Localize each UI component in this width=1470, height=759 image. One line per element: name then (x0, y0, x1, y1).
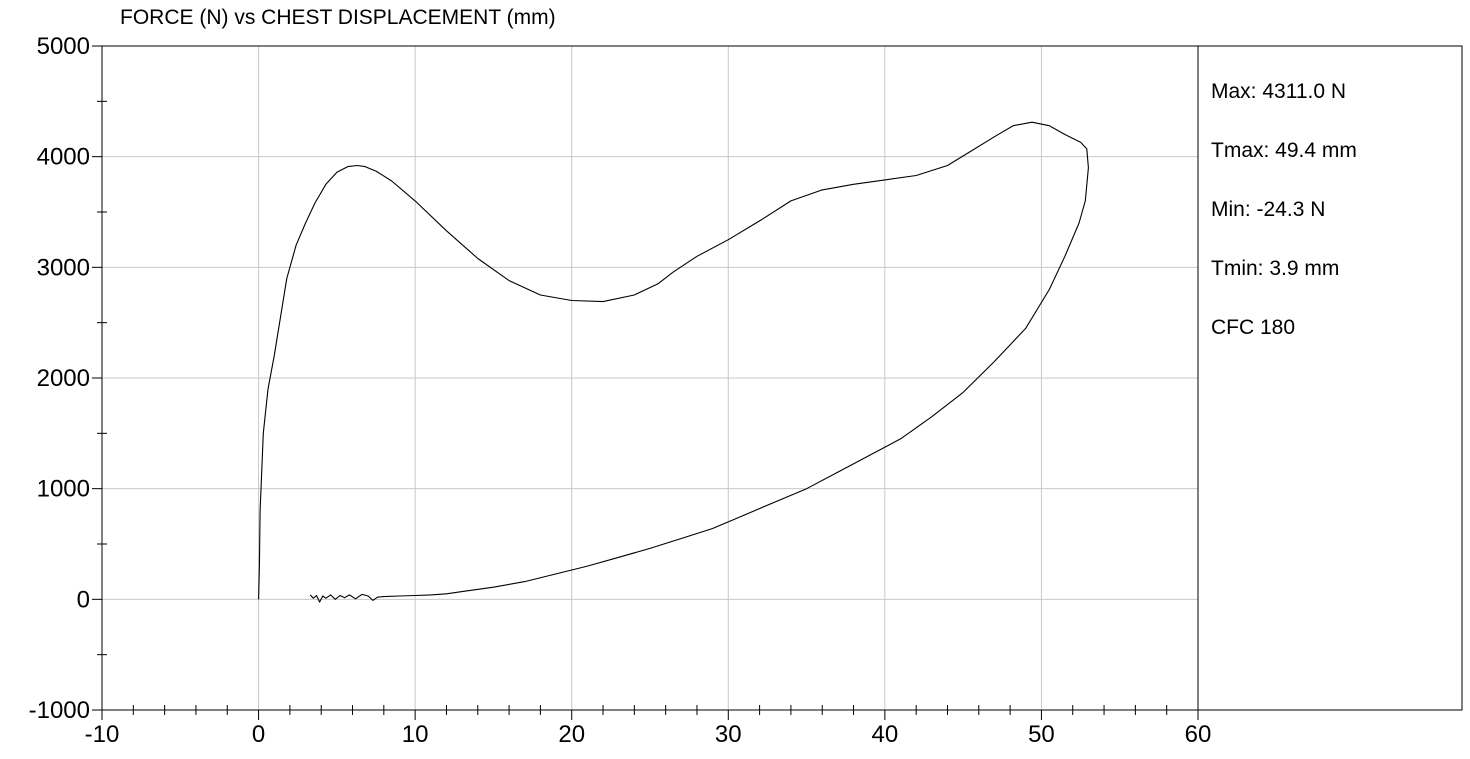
y-tick-label: -1000 (29, 697, 90, 724)
x-tick-label: 50 (1028, 721, 1055, 748)
stat-item: Max: 4311.0 N (1211, 80, 1346, 103)
x-tick-label: 40 (872, 721, 899, 748)
x-tick-label: 0 (252, 721, 265, 748)
stat-item: Tmin: 3.9 mm (1211, 257, 1339, 280)
y-tick-label: 2000 (37, 365, 90, 392)
stats-list: Max: 4311.0 N Tmax: 49.4 mm Min: -24.3 N Tm… (1211, 80, 1357, 339)
x-tick-label: 60 (1185, 721, 1212, 748)
stat-item: Tmax: 49.4 mm (1211, 139, 1357, 162)
y-tick-label: 5000 (37, 33, 90, 60)
x-tick-label: 10 (402, 721, 429, 748)
grid-lines (102, 46, 1198, 710)
stat-item: CFC 180 (1211, 316, 1295, 339)
stat-item: Min: -24.3 N (1211, 198, 1325, 221)
axes (92, 45, 1199, 720)
x-tick-label: 20 (558, 721, 585, 748)
y-tick-label: 0 (77, 586, 90, 613)
y-tick-label: 1000 (37, 476, 90, 503)
x-tick-label: 30 (715, 721, 742, 748)
series-layer (258, 121, 1089, 603)
x-tick-label: -10 (85, 721, 120, 748)
stats-panel (1197, 45, 1463, 711)
y-tick-label: 3000 (37, 254, 90, 281)
series-line (258, 121, 1089, 603)
y-tick-label: 4000 (37, 144, 90, 171)
tick-labels: -1000 0 1000 2000 3000 4000 5000 -10 0 10 20 30 40 50… (29, 33, 1212, 748)
chart-title: FORCE (N) vs CHEST DISPLACEMENT (mm) (120, 6, 556, 29)
